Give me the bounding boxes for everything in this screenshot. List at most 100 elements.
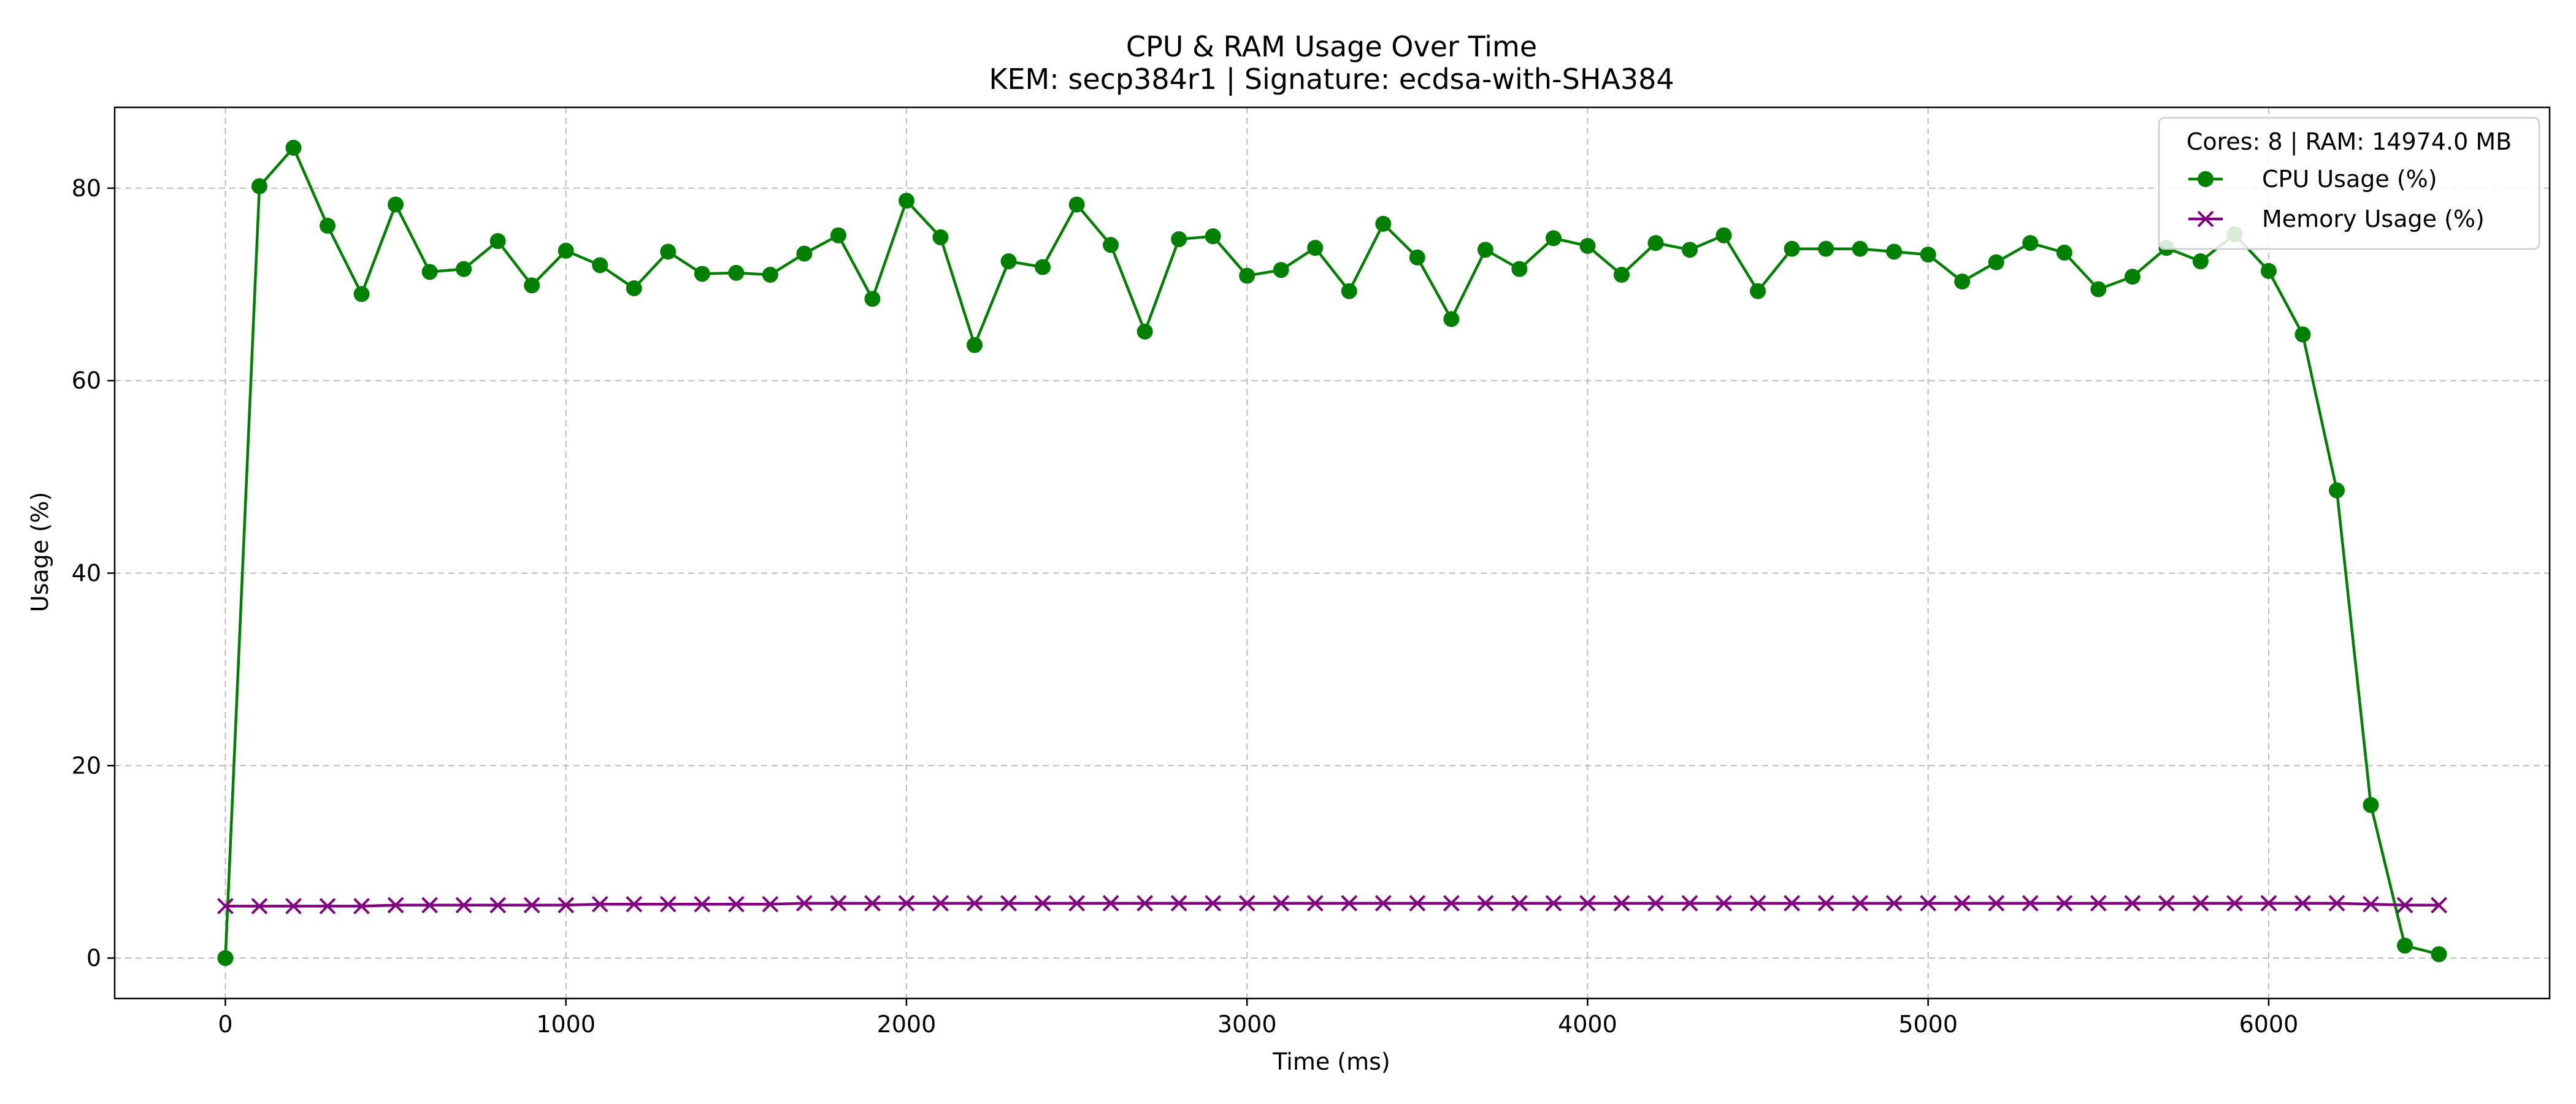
x-tick-label: 6000 — [2239, 1011, 2299, 1038]
cpu-point — [1409, 249, 1425, 266]
cpu-point — [1477, 242, 1493, 258]
x-tick-label: 5000 — [1898, 1011, 1958, 1038]
x-tick-label: 2000 — [877, 1011, 937, 1038]
memory-point — [1034, 895, 1051, 912]
cpu-point — [1239, 267, 1255, 284]
memory-point — [1613, 895, 1630, 912]
cpu-point — [1784, 240, 1800, 257]
legend-cpu-label: CPU Usage (%) — [2262, 166, 2437, 193]
memory-point — [1273, 895, 1290, 912]
memory-series-line — [225, 902, 2439, 908]
memory-point — [1443, 895, 1460, 912]
memory-point — [864, 895, 881, 912]
x-tick-label: 4000 — [1558, 1011, 1617, 1038]
y-axis-label: Usage (%) — [26, 492, 53, 612]
memory-point — [1920, 895, 1937, 912]
y-tick-label: 20 — [72, 752, 101, 779]
memory-point — [1579, 895, 1596, 912]
cpu-point — [2090, 281, 2107, 297]
cpu-point — [626, 280, 642, 296]
x-tick-label: 3000 — [1217, 1011, 1277, 1038]
cpu-point — [1307, 240, 1324, 256]
cpu-point — [1682, 242, 1698, 258]
cpu-point — [1137, 323, 1153, 340]
memory-point — [1511, 895, 1528, 912]
cpu-point — [1103, 237, 1119, 253]
cpu-point — [864, 291, 881, 307]
cpu-point — [1715, 227, 1732, 243]
memory-point — [2192, 895, 2209, 912]
cpu-point — [1443, 311, 1460, 328]
cpu-point — [1375, 215, 1392, 232]
cpu-point — [1171, 231, 1187, 247]
legend: Cores: 8 | RAM: 14974.0 MB CPU Usage (%)… — [2158, 117, 2540, 250]
memory-point — [898, 895, 915, 912]
x-tick-label: 1000 — [536, 1011, 596, 1038]
cpu-point — [660, 243, 677, 260]
memory-point — [251, 897, 268, 914]
memory-point — [727, 895, 745, 913]
cpu-point — [1545, 230, 1562, 247]
memory-point — [2226, 895, 2243, 912]
cpu-point — [2260, 263, 2277, 279]
cpu-point — [1068, 196, 1085, 213]
memory-point — [2260, 895, 2277, 912]
memory-point — [1306, 895, 1324, 912]
cpu-point — [1647, 235, 1664, 251]
memory-point — [966, 895, 983, 912]
cpu-point — [1273, 262, 1289, 278]
memory-point — [1068, 895, 1085, 912]
memory-point — [1409, 895, 1426, 912]
cpu-point — [1920, 247, 1936, 263]
cpu-point — [2431, 946, 2447, 962]
cpu-point — [217, 950, 234, 967]
cpu-point — [2192, 253, 2209, 270]
cpu-point — [1613, 267, 1630, 283]
memory-point — [2158, 895, 2175, 912]
legend-cpu-marker — [2198, 171, 2214, 187]
cpu-point — [251, 178, 267, 194]
cpu-point — [421, 264, 438, 280]
memory-point — [2396, 897, 2413, 914]
plot-area — [115, 107, 2550, 999]
memory-point — [626, 895, 643, 913]
memory-point — [795, 895, 813, 912]
cpu-point — [966, 337, 983, 353]
memory-point — [523, 897, 540, 914]
cpu-point — [830, 227, 846, 243]
memory-point — [1817, 895, 1834, 912]
chart-title: CPU & RAM Usage Over Time — [1126, 30, 1537, 63]
memory-point — [762, 895, 779, 913]
memory-point — [1545, 895, 1562, 912]
memory-point — [1784, 895, 1800, 912]
cpu-point — [1000, 253, 1017, 270]
y-tick-label: 0 — [86, 945, 101, 972]
legend-title: Cores: 8 | RAM: 14974.0 MB — [2187, 128, 2512, 156]
memory-point — [2022, 895, 2039, 912]
cpu-point — [1954, 274, 1971, 290]
cpu-point — [1886, 243, 1903, 260]
cpu-point — [388, 196, 404, 213]
cpu-point — [1511, 261, 1528, 277]
cpu-point — [2124, 269, 2141, 285]
cpu-point — [1205, 228, 1221, 245]
cpu-point — [1579, 237, 1596, 254]
cpu-point — [1341, 283, 1357, 299]
memory-point — [1988, 895, 2005, 912]
series-layer — [217, 139, 2447, 967]
memory-point — [1953, 895, 1971, 912]
memory-point — [2328, 895, 2345, 912]
legend-memory-label: Memory Usage (%) — [2262, 205, 2485, 232]
memory-point — [421, 897, 439, 914]
memory-point — [1205, 895, 1222, 912]
memory-point — [319, 897, 336, 914]
legend-box — [2158, 117, 2540, 250]
memory-point — [353, 897, 370, 914]
cpu-point — [320, 218, 336, 234]
cpu-point — [592, 257, 608, 274]
cpu-point — [728, 264, 745, 281]
cpu-point — [1750, 283, 1766, 299]
memory-point — [455, 897, 472, 914]
